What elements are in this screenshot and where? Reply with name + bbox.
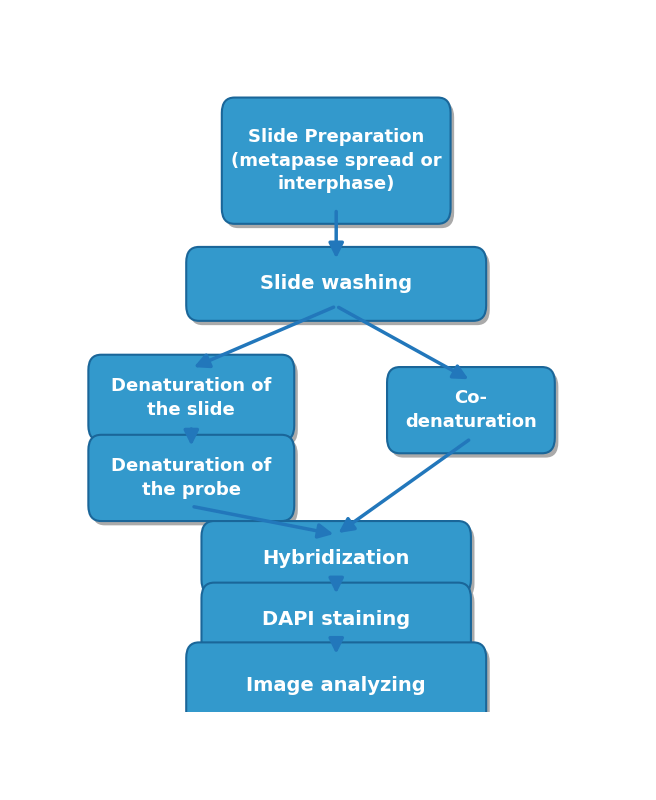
Text: Image analyzing: Image analyzing <box>247 676 426 695</box>
Text: Denaturation of
the slide: Denaturation of the slide <box>111 377 272 418</box>
FancyBboxPatch shape <box>226 102 454 228</box>
FancyBboxPatch shape <box>222 98 451 224</box>
Text: Slide Preparation
(metapase spread or
interphase): Slide Preparation (metapase spread or in… <box>231 128 441 194</box>
FancyBboxPatch shape <box>390 371 558 458</box>
Text: Slide washing: Slide washing <box>260 274 412 294</box>
FancyBboxPatch shape <box>89 354 295 441</box>
FancyBboxPatch shape <box>92 359 298 446</box>
FancyBboxPatch shape <box>92 439 298 526</box>
Text: Co-
denaturation: Co- denaturation <box>405 390 537 431</box>
FancyBboxPatch shape <box>190 251 490 325</box>
FancyBboxPatch shape <box>190 646 490 733</box>
FancyBboxPatch shape <box>201 521 471 595</box>
FancyBboxPatch shape <box>186 642 486 729</box>
Text: Hybridization: Hybridization <box>262 549 410 567</box>
FancyBboxPatch shape <box>205 526 474 599</box>
FancyBboxPatch shape <box>186 247 486 321</box>
Text: Denaturation of
the probe: Denaturation of the probe <box>111 457 272 498</box>
FancyBboxPatch shape <box>387 367 555 454</box>
FancyBboxPatch shape <box>89 435 295 521</box>
FancyBboxPatch shape <box>201 582 471 657</box>
FancyBboxPatch shape <box>205 587 474 661</box>
Text: DAPI staining: DAPI staining <box>262 610 410 629</box>
